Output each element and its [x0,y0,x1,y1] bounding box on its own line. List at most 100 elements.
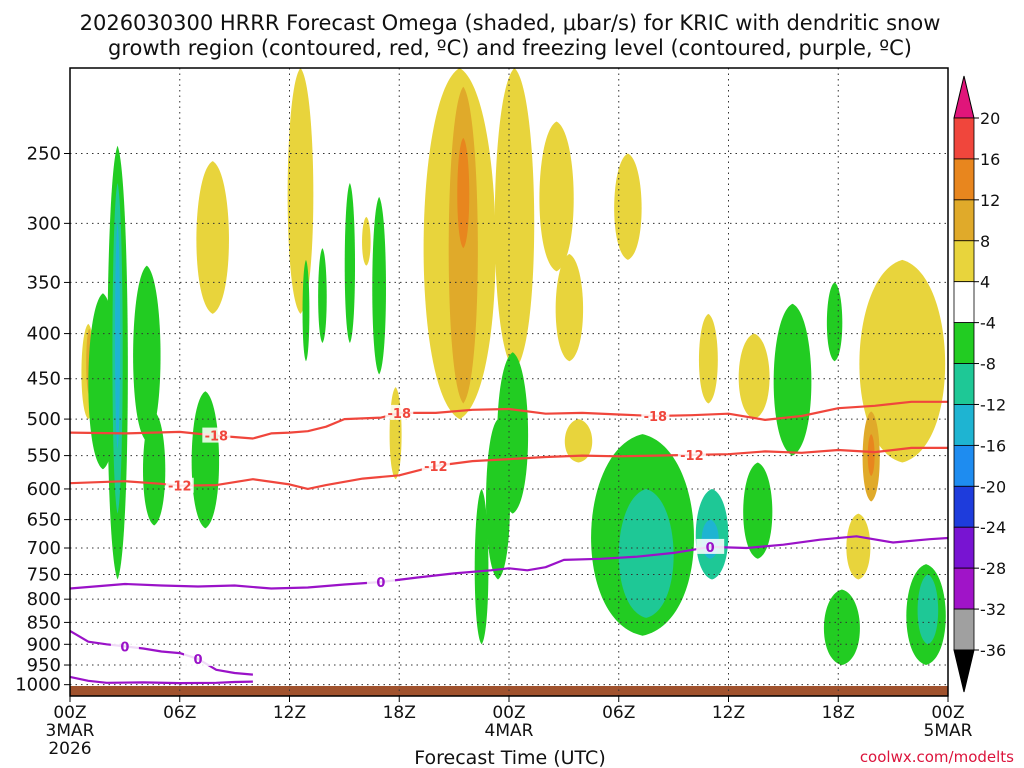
colorbar-over-triangle [953,75,975,119]
omega-region-24 [474,488,489,645]
omega-region-11 [344,182,356,344]
omega-region-21 [539,121,574,272]
omega-region-20 [494,68,535,371]
contour-label: -12 [168,480,192,495]
ytick-label: 650 [27,510,61,531]
omega-region-35 [743,462,773,559]
colorbar-swatch [953,240,975,283]
colorbar-swatch [953,444,975,487]
ytick-label: 250 [27,143,61,164]
colorbar-label: -16 [980,436,1006,455]
omega-region-27 [614,153,642,260]
contour-label-bg [366,574,395,590]
omega-region-38 [859,259,946,463]
contour-dgz-minus12 [69,446,948,490]
xtick-label: 12Z [712,703,745,723]
omega-region-29 [618,488,674,618]
contour-label: 0 [120,640,129,655]
ytick-label: 700 [27,538,61,559]
contour-freezing-level-main [69,535,949,590]
omega-region-40 [867,434,875,476]
omega-region-7 [142,411,166,526]
colorbar-swatch [953,526,975,569]
xtick-date-label: 5MAR [924,721,973,741]
omega-region-5 [114,223,121,449]
colorbar-label: 12 [980,191,1000,210]
ytick-label: 1000 [15,675,61,696]
xtick-label: 18Z [822,703,855,723]
xtick-year-label: 2026 [48,739,91,759]
xtick-label: 00Z [931,703,964,723]
ytick-label: 600 [27,479,61,500]
ytick-label: 950 [27,655,61,676]
colorbar-swatch [953,485,975,528]
colorbar-label: 8 [980,232,990,251]
contour-label: -12 [680,449,704,464]
colorbar-swatch [953,567,975,610]
colorbar-swatch [953,322,975,364]
omega-region-9 [196,161,229,314]
ytick-label: 500 [27,409,61,430]
ytick-label: 450 [27,369,61,390]
xtick-label: 00Z [492,703,525,723]
title-line-1: 2026030300 HRRR Forecast Omega (shaded, … [80,11,941,35]
contour-label-bg [677,446,706,462]
colorbar-swatch [953,199,975,242]
ytick-label: 300 [27,213,61,234]
omega-region-33 [738,333,770,420]
colorbar-label: -8 [980,355,996,374]
ytick-label: 850 [27,612,61,633]
ytick-label: 800 [27,589,61,610]
omega-region-12 [302,259,310,362]
xtick-label: 06Z [602,703,635,723]
colorbar-under-triangle [953,649,975,693]
omega-region-42 [917,574,939,645]
xtick-label: 12Z [273,703,306,723]
grid-lines [69,68,949,696]
contour-freezing-level-low [69,629,253,676]
x-axis-label: Forecast Time (UTC) [414,747,605,768]
omega-region-36 [826,282,843,362]
contour-label: -12 [424,460,448,475]
y-axis-pressure: 2503003504004505005506006507007508008509… [15,143,70,696]
omega-region-37 [823,589,860,666]
omega-region-6 [133,265,161,442]
ytick-label: 400 [27,324,61,345]
colorbar-label: -12 [980,395,1006,414]
ytick-label: 550 [27,446,61,467]
colorbar-label: 20 [980,109,1000,128]
omega-region-19 [457,137,470,249]
title-line-2: growth region (contoured, red, ºC) and f… [108,36,912,60]
omega-region-25 [555,254,584,362]
contour-label: 0 [706,541,715,556]
contour-label-bg [421,457,450,473]
contour-label-bg [385,404,414,420]
colorbar-label: -4 [980,314,996,333]
contour-label: -18 [644,410,668,425]
colorbar-swatch [953,608,975,651]
ytick-label: 750 [27,564,61,585]
xtick-date-label: 4MAR [485,721,534,741]
xtick-label: 06Z [163,703,196,723]
xtick-label: 00Z [53,703,86,723]
contour-label: -18 [205,430,229,445]
colorbar: 20 16 12 8 4 -4 -8 -12 -16 -20 -24 -28 -32 -36 [953,75,1006,693]
omega-region-26 [564,419,593,463]
xtick-date-label: 3MAR [46,721,95,741]
contour-label-bg [202,427,231,443]
omega-region-8 [191,391,220,529]
credit-text: coolwx.com/modelts [860,748,1014,766]
colorbar-swatch [953,281,975,324]
colorbar-label: -32 [980,600,1006,619]
omega-region-43 [846,513,871,580]
chart-title: 2026030300 HRRR Forecast Omega (shaded, … [80,11,941,60]
colorbar-label: 16 [980,150,1000,169]
omega-region-13 [318,248,327,344]
contour-label-bg [110,638,139,654]
contour-freezing-level-surface [69,675,253,685]
contour-label-bg [696,538,725,554]
colorbar-label: -20 [980,477,1006,496]
omega-shading-layer [81,68,946,666]
